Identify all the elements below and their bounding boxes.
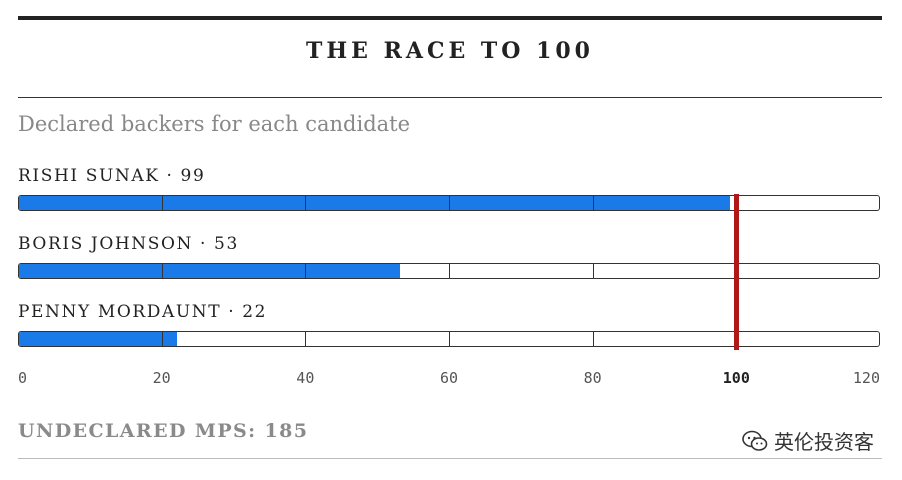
top-rule [18, 16, 882, 20]
bar-track [18, 195, 880, 211]
bar [19, 196, 731, 210]
bar-track [18, 263, 880, 279]
title-divider [18, 97, 882, 98]
threshold-line [734, 194, 740, 350]
bar [19, 332, 178, 346]
x-tick-label: 120 [852, 369, 880, 387]
gridline [161, 332, 163, 346]
gridline [449, 264, 450, 278]
chart-title: THE RACE TO 100 [306, 38, 594, 64]
x-tick-label: 100 [722, 369, 750, 387]
wechat-icon [742, 430, 768, 451]
x-tick-label: 80 [583, 369, 602, 387]
watermark-text: 英伦投资客 [774, 430, 874, 454]
gridline [161, 196, 163, 210]
gridline [449, 196, 450, 210]
gridline [592, 332, 594, 346]
candidate-label: BORIS JOHNSON · 53 [18, 234, 239, 254]
x-tick-label: 60 [439, 369, 459, 387]
gridline [305, 332, 307, 346]
chart-subtitle: Declared backers for each candidate [18, 112, 411, 136]
gridline [592, 264, 594, 278]
x-tick-label: 20 [152, 369, 171, 387]
bar [19, 264, 400, 278]
x-tick-label: 40 [296, 369, 315, 387]
gridline [161, 264, 163, 278]
gridline [305, 196, 307, 210]
gridline [305, 264, 307, 278]
bar-track [18, 331, 880, 347]
undeclared-footnote: UNDECLARED MPS: 185 [18, 420, 309, 442]
watermark: 英伦投资客 [742, 426, 874, 455]
candidate-label: PENNY MORDAUNT · 22 [18, 302, 268, 322]
candidate-label: RISHI SUNAK · 99 [18, 166, 206, 186]
gridline [592, 196, 594, 210]
bottom-rule [18, 458, 882, 459]
gridline [449, 332, 450, 346]
x-tick-label: 0 [18, 369, 28, 387]
